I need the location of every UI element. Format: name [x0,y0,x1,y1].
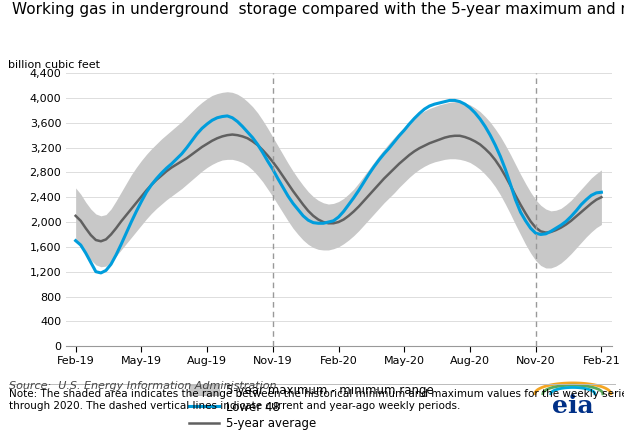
Legend: 5-year maximum - minimum range, Lower 48, 5-year average: 5-year maximum - minimum range, Lower 48… [184,379,438,430]
Text: billion cubic feet: billion cubic feet [8,60,100,71]
Text: Note: The shaded area indicates the range between the historical minimum and max: Note: The shaded area indicates the rang… [9,389,624,411]
Text: Source:  U.S. Energy Information Administration: Source: U.S. Energy Information Administ… [9,381,277,390]
Text: Working gas in underground  storage compared with the 5-year maximum and minimum: Working gas in underground storage compa… [12,2,624,17]
Text: eia: eia [552,394,593,418]
